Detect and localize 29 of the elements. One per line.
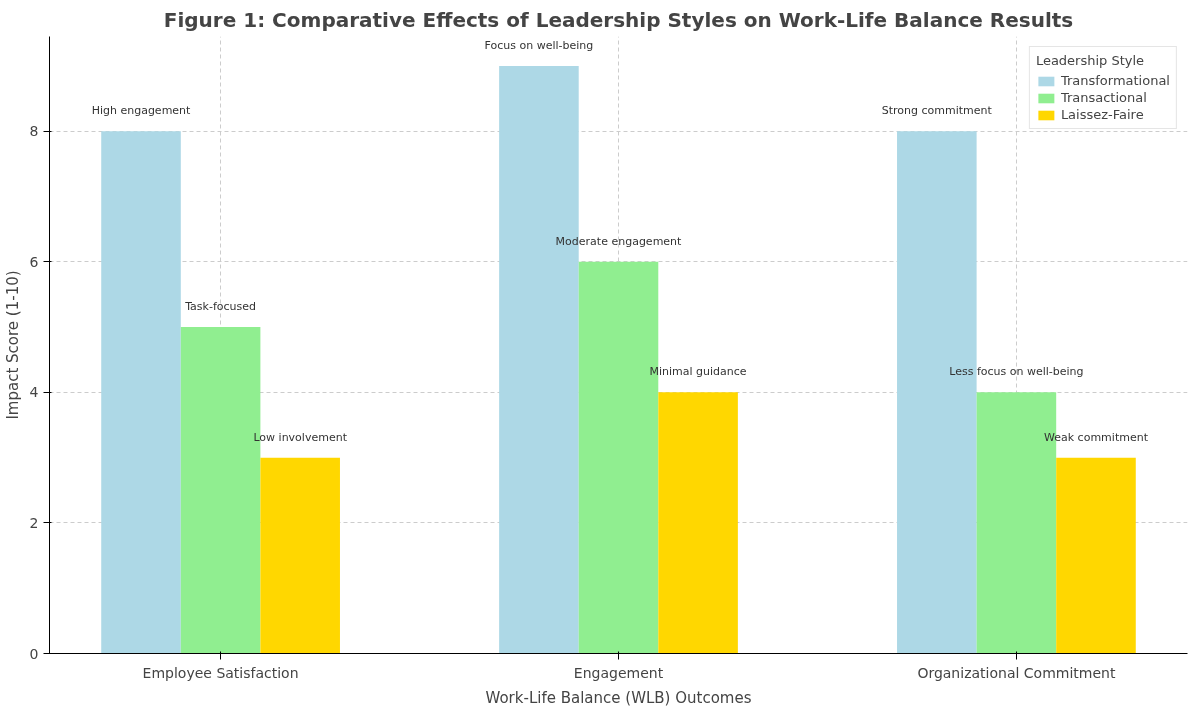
annotation: Task-focused — [184, 300, 256, 314]
bar — [101, 131, 181, 654]
y-tick-label: 6 — [29, 253, 39, 270]
bar — [897, 131, 977, 654]
bar — [260, 457, 340, 654]
y-tick-label: 2 — [29, 514, 39, 531]
annotation: Minimal guidance — [649, 365, 747, 379]
annotation: Less focus on well-being — [949, 365, 1084, 379]
x-tick-label: Employee Satisfaction — [142, 664, 299, 681]
legend-label: Laissez-Faire — [1060, 107, 1144, 122]
bar — [658, 392, 738, 654]
x-tick-label: Organizational Commitment — [917, 664, 1116, 681]
annotation: Strong commitment — [881, 104, 993, 118]
y-tick-label: 8 — [29, 123, 39, 140]
annotation: High engagement — [91, 104, 192, 118]
legend-label: Transactional — [1060, 90, 1147, 105]
chart-title: Figure 1: Comparative Effects of Leadership Styles on Work-Life Balance Results — [163, 7, 1074, 32]
y-tick-label: 4 — [29, 384, 39, 401]
legend-title: Leadership Style — [1035, 53, 1146, 68]
x-axis-title: Work-Life Balance (WLB) Outcomes — [485, 688, 752, 707]
x-tick-label: Engagement — [573, 664, 664, 681]
y-tick-label: 0 — [29, 645, 39, 662]
legend-label: Transformational — [1060, 73, 1170, 88]
bar — [1056, 457, 1136, 654]
annotation: Focus on well-being — [484, 38, 594, 52]
annotation: Weak commitment — [1044, 430, 1149, 444]
annotation: Moderate engagement — [555, 234, 683, 248]
y-axis-title: Impact Score (1-10) — [3, 270, 22, 420]
annotation: Low involvement — [253, 430, 348, 444]
